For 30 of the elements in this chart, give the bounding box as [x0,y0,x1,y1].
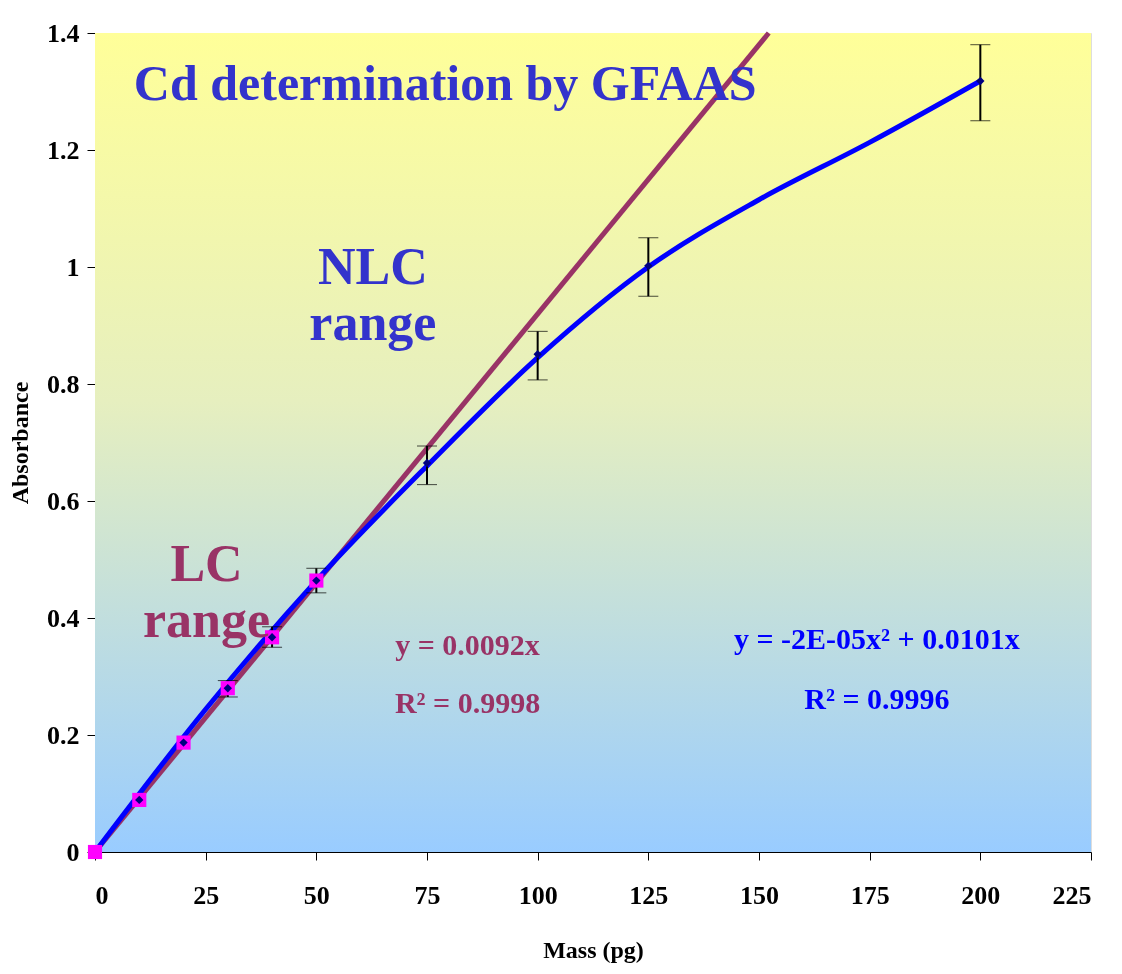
y-tick-label: 0.8 [47,369,80,399]
x-tick-label: 100 [518,880,558,910]
y-tick-label: 0.2 [47,720,80,750]
point [533,349,542,359]
annotation: y = 0.0092x [395,627,540,661]
annotation: R² = 0.9998 [394,685,541,719]
x-tick-label: 175 [850,880,890,910]
y-tick-label: 1 [66,252,80,282]
x-tick-label: 50 [303,880,330,910]
x-tick-label: 75 [414,880,441,910]
y-axis-title: Absorbance [7,381,33,505]
annotation: y = -2E-05x² + 0.0101x [734,621,1020,655]
y-tick-label: 0 [66,837,80,867]
annotation: NLC range [309,238,437,352]
point [644,261,653,271]
annotation: LC range [143,535,271,649]
y-tick-label: 1.2 [47,135,80,165]
x-tick-label: 150 [740,880,779,910]
y-tick-label: 0.6 [47,486,80,516]
annotation: R² = 0.9996 [804,682,950,716]
x-tick-label: 25 [193,880,220,910]
x-axis-title: Mass (pg) [543,936,644,963]
point [422,458,432,468]
x-tick-label: 125 [629,880,669,910]
y-tick-label: 0.4 [47,603,80,633]
x-tick-label: 0 [95,880,109,910]
point [976,76,985,86]
x-tick-label: 225 [1052,880,1092,910]
y-tick-label: 1.4 [47,18,80,48]
x-tick-label: 200 [961,880,1001,910]
